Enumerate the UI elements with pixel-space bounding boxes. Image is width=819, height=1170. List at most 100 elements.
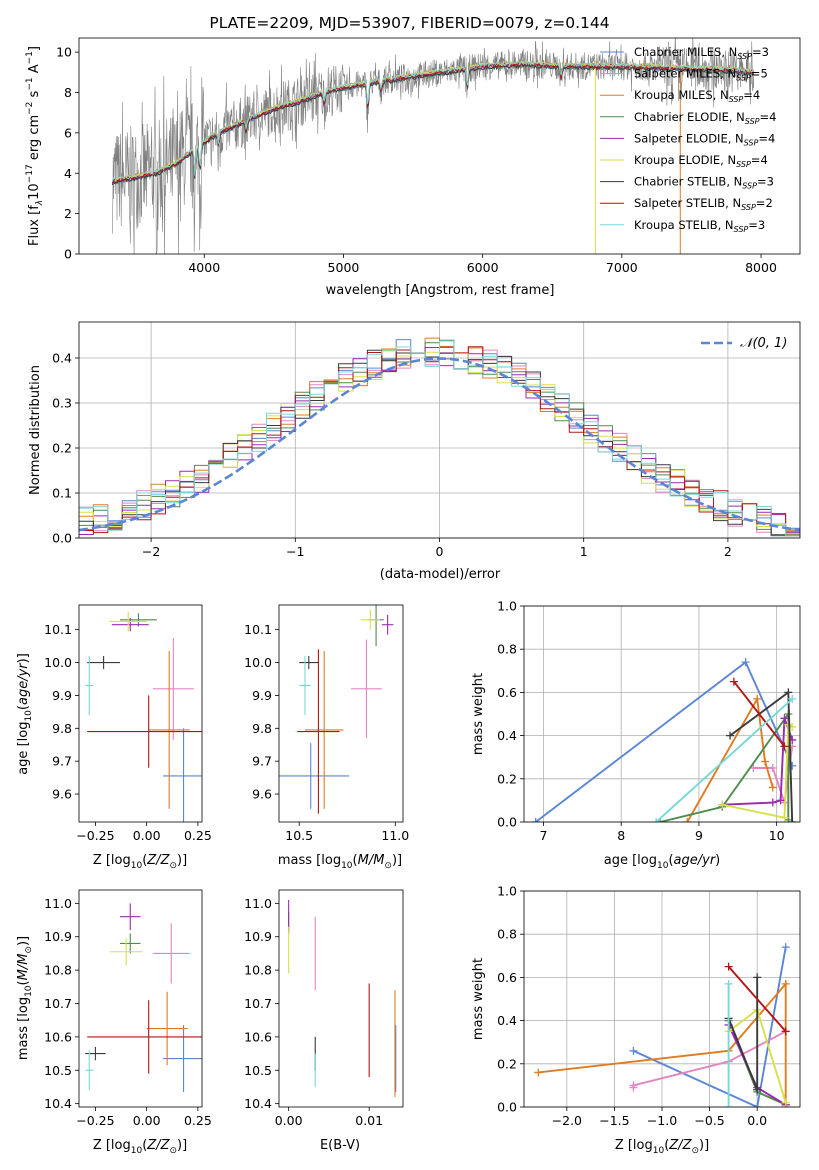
y-tick-label: 0.4 [52,351,72,366]
marker-plus [788,694,797,703]
y-tick-label: 1.0 [497,599,517,614]
marker-plus [753,1085,762,1094]
weight-line-chabrier-elodie [659,711,790,822]
marker-plus [652,818,661,822]
y-tick-label: 10.5 [44,1063,72,1078]
axes-frame [78,321,801,539]
y-axis-label: mass weight [471,673,486,755]
y-tick-label: 0.2 [497,771,517,786]
errorbar-point [152,637,194,740]
marker-plus [683,818,692,822]
x-tick-label: 0 [436,544,444,559]
x-axis-label: wavelength [Angstrom, rest frame] [326,283,555,298]
weight-line-chabrier-miles [535,660,794,822]
marker-plus [726,731,735,740]
y-tick-label: 0.0 [497,815,517,830]
x-tick-label: 0.00 [133,828,161,843]
plot-area [288,900,397,1097]
weight-line-salpeter-stelib [733,681,786,747]
legend-label: Salpeter MILES, NSSP=5 [634,67,768,83]
weight-line-kroupa-miles [686,695,774,822]
x-tick-label: 8 [617,828,625,843]
x-tick-label: 0.0 [747,1113,767,1128]
y-tick-label: 8 [64,85,72,100]
x-axis-label: E(B-V) [320,1138,360,1153]
legend-label: Kroupa MILES, NSSP=4 [634,88,760,104]
x-tick-label: −0.5 [694,1113,724,1128]
y-tick-label: 4 [64,166,72,181]
legend-nssp: 3 [767,175,774,189]
panel-mass-weight-vs-z: −2.0 −1.5 −1.0 −0.5 0.0 0.0 0.2 0.4 0.6 0.8 1.0 mas… [471,884,801,1156]
y-tick-label: 2 [64,206,72,221]
x-tick-label: 4000 [188,260,220,275]
marker-plus [768,764,777,772]
marker-plus [741,658,750,667]
marker-plus [531,818,540,822]
marker-plus [724,1103,733,1107]
y-tick-label: 9.9 [52,688,72,703]
errorbar-point [381,614,394,635]
legend-nssp: 2 [765,196,772,210]
legend-nssp: 4 [753,88,760,102]
marker-plus [768,798,777,807]
weight-line-kroupa-stelib [655,698,793,822]
y-tick-label: 10.7 [44,996,72,1011]
panel-mass-vs-ebv: 0.00 0.01 10.4 10.5 10.6 10.7 10.8 10.9 11.0 E(B-… [244,889,404,1153]
x-tick-label: 6000 [467,260,499,275]
marker-plus [776,796,785,805]
x-axis-label: (data-model)/error [380,567,501,582]
x-tick-label: 0.00 [275,1113,303,1128]
y-tick-label: 9.7 [52,754,72,769]
x-tick-label: −1.0 [647,1113,677,1128]
panel-age-vs-z: −0.25 0.00 0.25 9.6 9.7 9.8 9.9 10.0 10.1 Z [log1… [16,604,212,871]
data-spectrum-line [112,38,755,254]
errorbar-point [87,695,202,768]
marker-plus [780,714,789,723]
x-tick-label: −1.5 [599,1113,629,1128]
y-tick-label: 10.8 [244,963,272,978]
y-tick-label: 10.4 [44,1096,72,1111]
y-tick-label: 9.6 [52,787,72,802]
errorbar-point [111,618,149,632]
y-tick-label: 0.1 [52,486,72,501]
x-tick-label: 8000 [745,260,777,275]
marker-plus [724,979,733,988]
x-tick-label: 9 [695,828,703,843]
errorbar-point [360,609,380,630]
y-tick-label: 10.1 [44,622,72,637]
y-tick-label: 0.8 [497,642,517,657]
errorbar-point [87,1000,202,1074]
x-axis-label: Z [log10(Z/Z⊙)] [615,1138,709,1156]
y-tick-label: 0.6 [497,970,517,985]
marker-plus [768,783,777,792]
y-tick-label: 0.2 [497,1056,517,1071]
y-axis-label: Flux [fλ10−17 erg cm−2 s−1 A−1] [25,46,45,246]
y-tick-label: 9.8 [52,721,72,736]
legend-nssp: 4 [768,131,775,145]
y-tick-label: 0.0 [52,531,72,546]
errorbar-point [85,655,94,716]
x-axis-label: mass [log10(M/M⊙)] [278,853,402,871]
legend-nssp: 4 [760,153,767,167]
marker-plus [718,800,727,809]
panel-spectrum: 4000 5000 6000 7000 8000 0 2 4 6 8 10 PLATE=2209, M… [25,14,801,298]
marker-plus [753,1103,762,1107]
x-tick-label: 7 [539,828,547,843]
marker-plus [534,1068,543,1077]
panel-age-vs-mass: 10.5 11.0 9.6 9.7 9.8 9.9 10.0 10.1 mass [log10(… [244,604,409,871]
panel-mass-weight-vs-age: 7 8 9 10 0.0 0.2 0.4 0.6 0.8 1.0 mass weight age [l… [471,599,801,871]
y-tick-label: 10.5 [244,1063,272,1078]
x-tick-label: 0.25 [184,1113,212,1128]
x-tick-label: −1 [286,544,304,559]
marker-plus [784,688,793,697]
errorbar-point [85,1050,94,1091]
x-tick-label: −0.25 [76,828,114,843]
y-tick-label: 10.1 [244,622,272,637]
legend-label: 𝒩(0, 1) [740,336,787,351]
weight-line-chabrier-miles [633,947,787,1107]
y-tick-label: 0.4 [497,1013,517,1028]
marker-plus [781,943,790,952]
errorbar-point [299,655,311,716]
legend-label: Salpeter ELODIE, NSSP=4 [634,131,775,147]
x-tick-label: 5000 [328,260,360,275]
